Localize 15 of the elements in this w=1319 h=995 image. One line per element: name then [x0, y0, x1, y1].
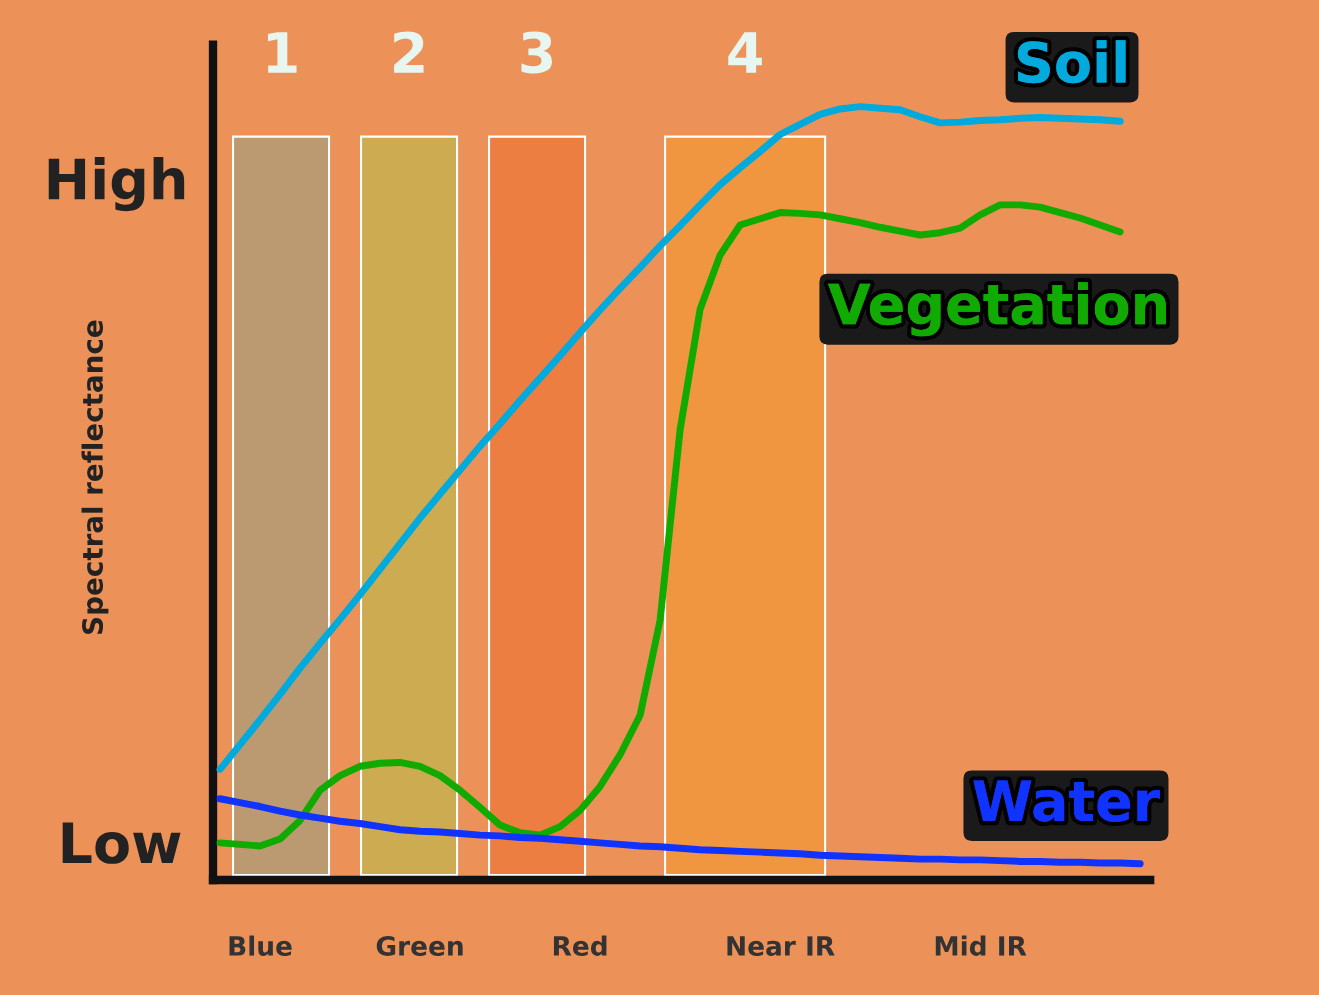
- text: 2: [394, 31, 424, 73]
- x-tick-label: Red: [553, 935, 607, 956]
- x-tick-label: Blue: [229, 935, 292, 956]
- text: 4: [728, 32, 762, 73]
- text: Low: [62, 822, 181, 864]
- series-label: Water: [973, 780, 1161, 822]
- text: 1: [267, 32, 297, 73]
- x-tick-label: Green: [376, 936, 463, 956]
- x-tick-label: Mid IR: [935, 935, 1027, 956]
- text: 3: [521, 31, 552, 74]
- text: High: [48, 156, 185, 212]
- y-axis-title: Spectral reflectance: [81, 320, 109, 634]
- series-label: Soil: [1017, 40, 1126, 84]
- x-tick-label: Near IR: [727, 936, 835, 956]
- series-label: Vegetation: [828, 282, 1166, 337]
